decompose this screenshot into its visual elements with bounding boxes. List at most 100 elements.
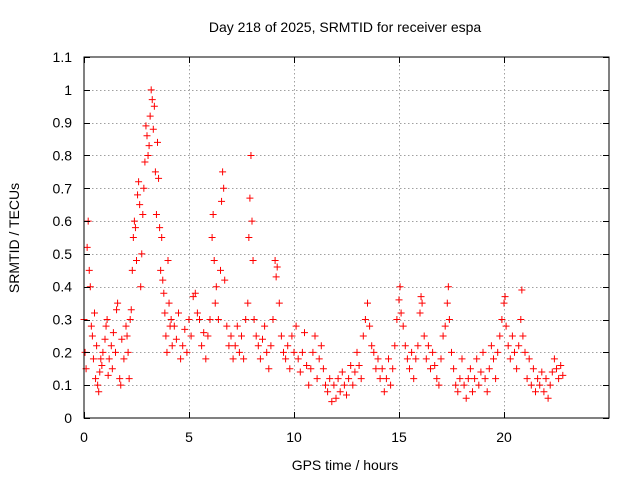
y-tick-label: 0.8 xyxy=(53,147,73,163)
data-point xyxy=(328,398,336,406)
data-point xyxy=(433,375,441,383)
data-point xyxy=(165,299,173,307)
data-point xyxy=(364,299,371,307)
data-point xyxy=(246,194,254,202)
y-tick-label: 0.9 xyxy=(53,115,73,131)
data-point xyxy=(219,168,227,176)
data-point xyxy=(113,306,121,314)
data-point xyxy=(218,197,226,205)
data-point xyxy=(95,388,103,396)
data-point xyxy=(252,332,260,340)
data-point xyxy=(138,250,146,258)
data-point xyxy=(204,332,212,340)
data-point xyxy=(177,355,185,363)
data-point xyxy=(437,355,445,363)
data-point xyxy=(128,266,136,274)
data-point xyxy=(117,381,125,389)
data-point xyxy=(374,355,382,363)
data-point xyxy=(481,375,489,383)
data-point xyxy=(502,322,510,330)
data-point xyxy=(540,388,548,396)
data-point xyxy=(154,138,161,146)
data-point xyxy=(231,342,239,350)
data-point xyxy=(162,332,170,340)
data-point xyxy=(275,299,283,307)
data-point xyxy=(340,381,348,389)
data-point xyxy=(498,316,506,324)
data-point xyxy=(487,342,495,350)
data-point xyxy=(406,365,413,373)
data-point xyxy=(444,283,452,291)
data-point xyxy=(163,348,171,356)
y-tick-label: 0.6 xyxy=(53,213,73,229)
data-point xyxy=(175,309,182,317)
data-point xyxy=(142,122,150,130)
data-point xyxy=(492,375,500,383)
data-point xyxy=(104,371,112,379)
data-point xyxy=(209,211,217,219)
data-point xyxy=(298,348,306,356)
data-point xyxy=(429,348,437,356)
data-point xyxy=(315,355,323,363)
data-point xyxy=(389,365,397,373)
data-point xyxy=(370,348,378,356)
data-point xyxy=(133,256,140,264)
data-point xyxy=(534,375,542,383)
data-point xyxy=(372,365,380,373)
data-point xyxy=(550,355,558,363)
data-point xyxy=(118,335,126,343)
data-point xyxy=(330,381,338,389)
data-point xyxy=(525,355,533,363)
data-point xyxy=(345,375,353,383)
data-point xyxy=(156,224,164,232)
data-point xyxy=(506,355,514,363)
data-point xyxy=(273,263,281,271)
data-point xyxy=(500,299,508,307)
data-point xyxy=(83,243,91,251)
data-point xyxy=(536,381,544,389)
data-point xyxy=(296,368,304,376)
data-point xyxy=(458,355,466,363)
data-point xyxy=(376,375,384,383)
data-point xyxy=(439,332,447,340)
data-point xyxy=(98,361,106,369)
x-axis-label: GPS time / hours xyxy=(292,457,399,473)
data-point xyxy=(114,299,122,307)
data-point xyxy=(518,286,526,294)
data-point xyxy=(416,309,424,317)
data-point xyxy=(225,342,233,350)
data-point xyxy=(382,375,390,383)
data-point xyxy=(385,355,392,363)
data-point xyxy=(338,368,346,376)
data-point xyxy=(271,256,279,264)
data-point xyxy=(311,332,319,340)
data-point xyxy=(292,322,300,330)
data-point xyxy=(183,348,191,356)
data-point xyxy=(332,394,340,402)
data-point xyxy=(435,381,443,389)
data-point xyxy=(460,381,468,389)
data-point xyxy=(108,365,116,373)
data-point xyxy=(485,365,493,373)
data-point xyxy=(494,348,502,356)
data-point xyxy=(267,342,275,350)
data-point xyxy=(359,332,367,340)
data-point xyxy=(185,316,193,324)
data-point xyxy=(172,335,180,343)
data-point xyxy=(544,394,552,402)
data-point xyxy=(477,368,485,376)
data-point xyxy=(217,266,224,274)
data-point xyxy=(284,342,292,350)
data-point xyxy=(254,342,262,350)
data-point xyxy=(167,316,175,324)
data-point xyxy=(148,96,156,104)
data-point xyxy=(418,299,426,307)
data-point xyxy=(159,276,167,284)
data-point xyxy=(475,381,483,389)
data-point xyxy=(143,132,151,140)
data-point xyxy=(441,322,449,330)
data-point xyxy=(96,368,104,376)
data-point xyxy=(200,329,208,337)
data-point xyxy=(145,142,153,150)
y-tick-label: 0.1 xyxy=(53,377,73,393)
